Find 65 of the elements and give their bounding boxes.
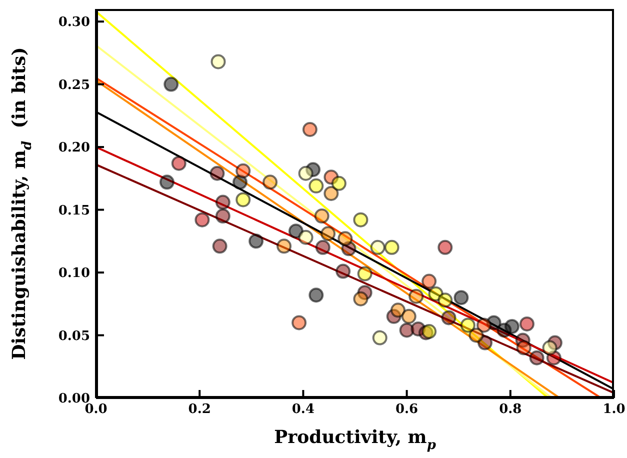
x-tick-label: 0.8 — [499, 402, 522, 418]
x-axis-title: Productivity, m$_{p}$ — [274, 426, 436, 453]
x-tick-label: 0.6 — [395, 402, 418, 418]
point — [302, 122, 318, 137]
point — [171, 156, 186, 171]
y-tick-label: 0.10 — [58, 266, 90, 282]
point — [422, 274, 437, 289]
point — [288, 224, 304, 239]
point — [384, 240, 400, 255]
x-tick-label: 0.4 — [292, 402, 315, 418]
point — [159, 174, 174, 190]
point — [438, 240, 453, 255]
point — [212, 238, 228, 254]
point — [401, 308, 416, 324]
y-tick-label: 0.05 — [58, 328, 90, 344]
point — [372, 330, 388, 346]
point — [210, 54, 226, 70]
point — [276, 238, 292, 254]
x-tick-label: 1.0 — [602, 402, 626, 418]
point — [460, 318, 476, 333]
point — [516, 340, 532, 356]
point — [292, 315, 307, 330]
point — [232, 174, 248, 190]
point — [308, 178, 324, 194]
point — [248, 234, 264, 249]
point — [314, 208, 330, 224]
point — [542, 340, 558, 356]
x-tick-label: 0.0 — [84, 402, 108, 418]
point — [454, 290, 469, 306]
point — [164, 76, 179, 92]
y-tick-label: 0.25 — [58, 78, 90, 93]
point — [519, 316, 534, 332]
point — [324, 186, 339, 201]
point — [353, 291, 368, 306]
point — [438, 292, 453, 308]
point — [215, 208, 230, 224]
point — [336, 264, 351, 279]
point — [353, 212, 368, 228]
point — [370, 240, 386, 255]
point — [236, 192, 251, 208]
point — [441, 310, 456, 326]
point — [194, 212, 210, 228]
point — [298, 230, 314, 245]
point — [408, 288, 424, 304]
y-tick-label: 0.15 — [58, 203, 90, 218]
point — [476, 318, 492, 333]
point — [390, 302, 406, 318]
point — [210, 166, 225, 181]
point — [338, 231, 353, 246]
point — [215, 194, 230, 210]
point — [236, 163, 251, 178]
point — [529, 350, 544, 366]
point — [357, 266, 372, 282]
point — [468, 328, 484, 343]
point — [422, 324, 437, 339]
x-tick-label: 0.2 — [188, 402, 211, 418]
y-tick-label: 0.30 — [58, 15, 90, 30]
point — [315, 240, 330, 255]
point — [320, 226, 336, 242]
point — [504, 318, 520, 334]
point — [298, 166, 314, 181]
point — [262, 174, 278, 190]
y-tick-label: 0.20 — [58, 140, 90, 156]
point — [331, 176, 346, 191]
point — [308, 288, 324, 303]
